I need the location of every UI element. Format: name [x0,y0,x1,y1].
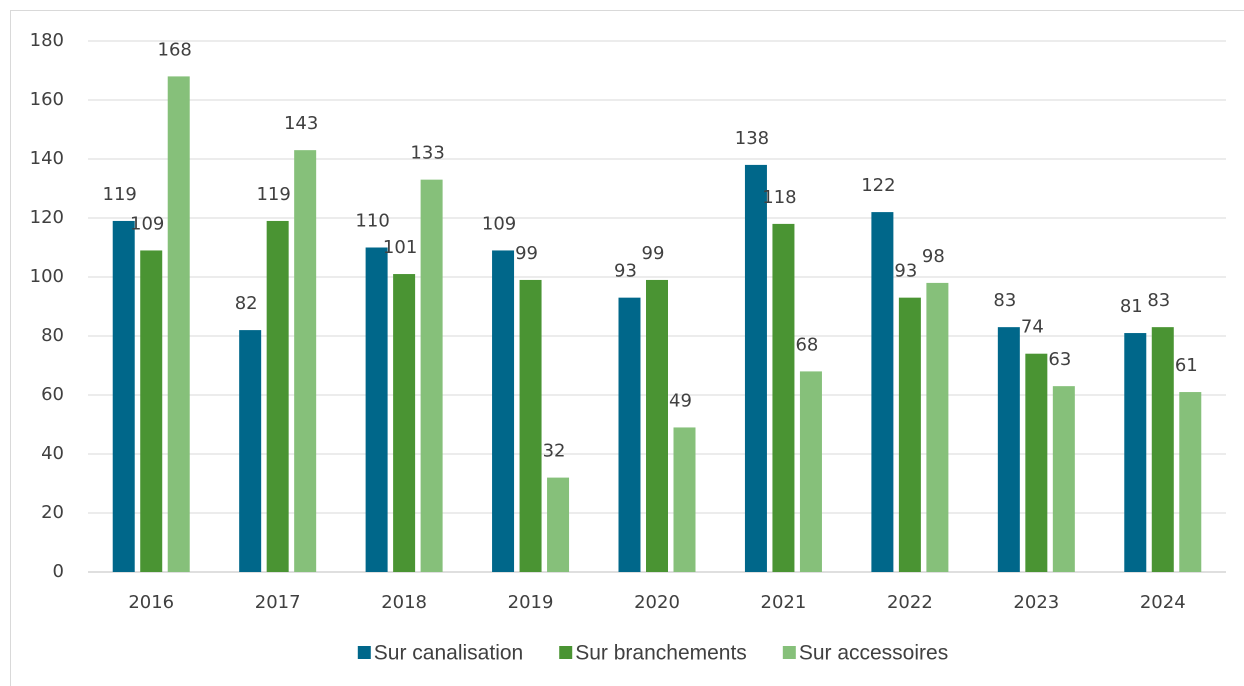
bar [799,371,822,572]
bar [673,427,696,572]
bar [646,279,668,572]
bar [997,327,1020,572]
data-label: 138 [735,128,769,149]
data-label: 49 [669,390,692,411]
bar [420,179,443,572]
data-label: 110 [355,211,389,232]
bar [772,223,795,572]
data-label: 83 [1147,290,1170,311]
data-label: 82 [235,293,258,314]
y-tick-label: 120 [30,207,64,228]
data-label: 143 [284,113,318,134]
data-label: 99 [515,243,538,264]
data-label: 109 [482,213,516,234]
y-tick-label: 80 [41,325,64,346]
data-label: 32 [543,441,566,462]
legend: Sur canalisation Sur branchements Sur acce… [357,642,948,665]
bar [871,212,894,572]
data-label: 99 [642,243,665,264]
bar [547,477,570,572]
bar [618,297,641,572]
data-label: 83 [993,290,1016,311]
data-label: 122 [861,175,895,196]
bar [266,220,289,572]
y-tick-label: 160 [30,89,64,110]
x-tick-label: 2019 [508,592,554,613]
bar [140,250,163,572]
data-label: 168 [158,39,192,60]
y-tick-label: 60 [41,384,64,405]
bar [294,150,317,572]
bar [492,250,515,572]
bar [1151,327,1174,572]
x-tick-label: 2024 [1140,592,1186,613]
y-tick-label: 140 [30,148,64,169]
data-label: 119 [256,184,290,205]
legend-swatch [357,646,371,659]
x-tick-label: 2017 [255,592,301,613]
bar [393,274,416,572]
bar [112,220,135,572]
y-tick-label: 20 [41,502,64,523]
data-label: 118 [762,187,796,208]
bar [239,330,262,572]
x-tick-label: 2021 [761,592,807,613]
chart-border [10,10,1244,686]
x-tick-label: 2023 [1013,592,1059,613]
x-tick-label: 2022 [887,592,933,613]
bar [926,282,949,572]
data-label: 101 [383,237,417,258]
data-label: 81 [1120,296,1143,317]
data-label: 68 [795,334,818,355]
legend-swatch [559,646,573,659]
bar [898,297,921,572]
bar [1025,353,1048,572]
bar [519,279,542,572]
bar [365,247,388,572]
y-tick-label: 100 [30,266,64,287]
data-label: 74 [1021,317,1044,338]
x-tick-label: 2018 [381,592,427,613]
y-tick-label: 180 [30,30,64,51]
legend-swatch [782,646,796,659]
data-label: 133 [410,143,444,164]
data-label: 63 [1048,349,1071,370]
legend-label: Sur canalisation [374,642,523,665]
bar [167,76,190,573]
legend-label: Sur accessoires [799,642,948,665]
bar [1124,333,1147,572]
x-tick-label: 2016 [128,592,174,613]
data-label: 93 [614,261,637,282]
bar [744,164,767,572]
data-label: 61 [1175,355,1198,376]
data-label: 119 [103,184,137,205]
data-label: 109 [130,213,164,234]
y-tick-label: 0 [53,561,64,582]
y-tick-label: 40 [41,443,64,464]
x-tick-label: 2020 [634,592,680,613]
bar [1052,386,1075,572]
legend-label: Sur branchements [575,642,747,665]
bar [1179,392,1202,572]
data-label: 93 [894,261,917,282]
data-label: 98 [922,246,945,267]
